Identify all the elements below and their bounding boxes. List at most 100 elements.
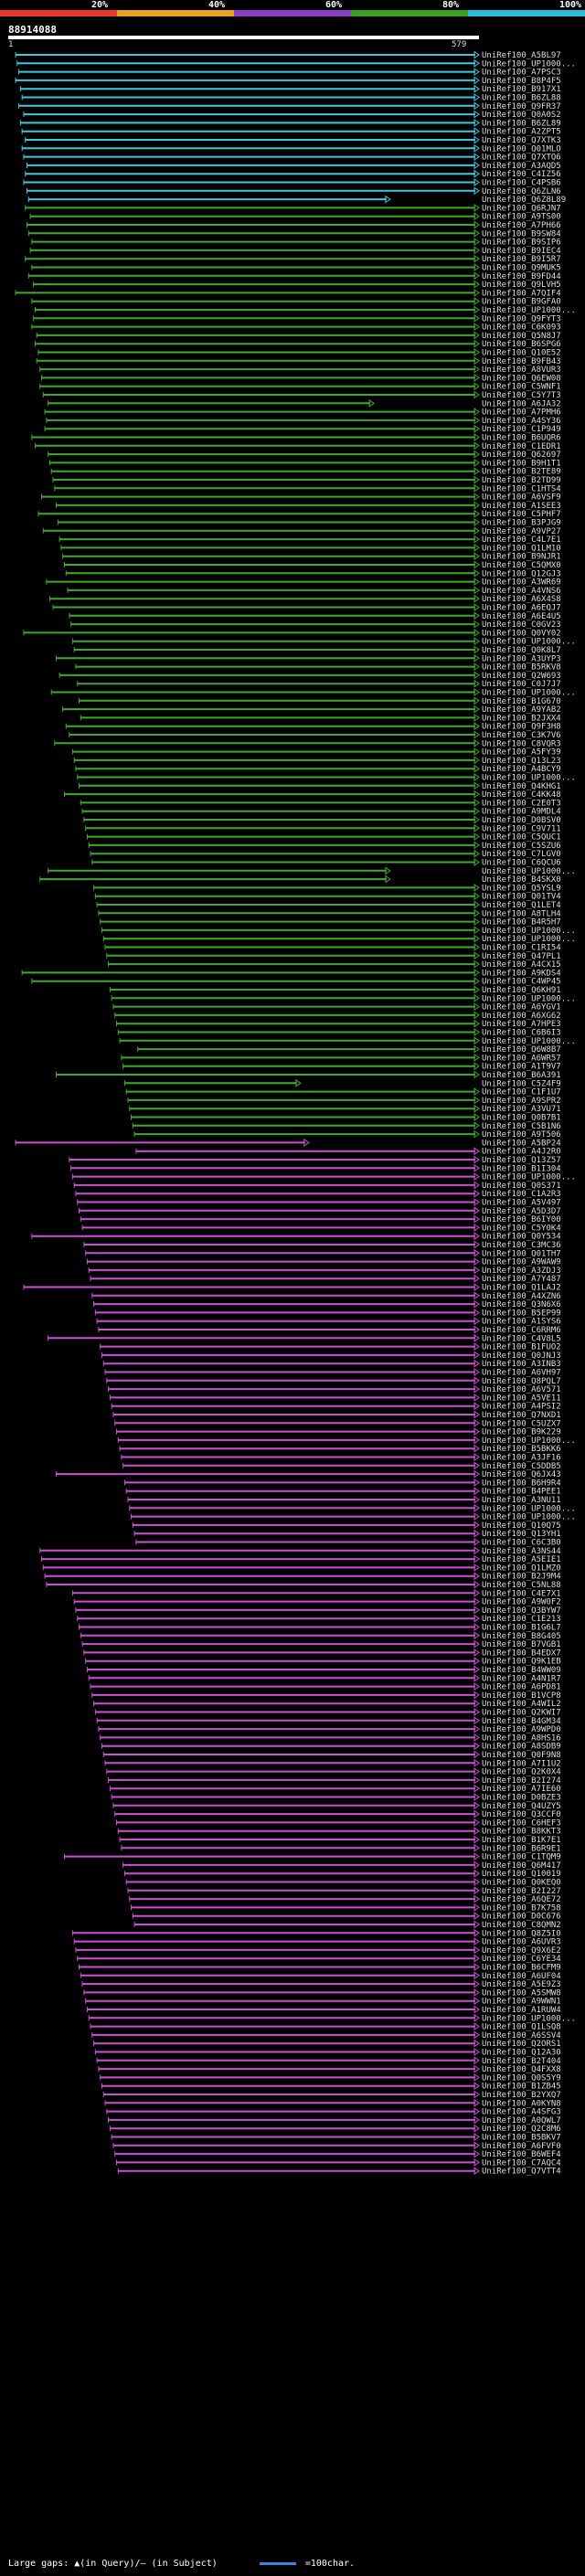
hit-row[interactable]: UniRef100_B8KKT3 xyxy=(117,1827,561,1837)
hit-row[interactable]: UniRef100_Q1LSQ8 xyxy=(90,2022,561,2032)
hit-row[interactable]: UniRef100_Q4UZY5 xyxy=(112,1801,561,1811)
hit-row[interactable]: UniRef100_B6A391 xyxy=(56,1070,561,1080)
hit-row[interactable]: UniRef100_Q0S5Y9 xyxy=(100,2072,561,2083)
hit-row[interactable]: UniRef100_A0KYN8 xyxy=(104,2098,561,2108)
hit-row[interactable]: UniRef100_A9YAB2 xyxy=(62,705,561,715)
hit-row[interactable]: UniRef100_A9SPR2 xyxy=(127,1096,561,1106)
hit-row[interactable]: UniRef100_A6FVF0 xyxy=(112,2141,561,2151)
hit-row[interactable]: UniRef100_A0QWL7 xyxy=(108,2115,561,2125)
hit-row[interactable]: UniRef100_Q4KHG1 xyxy=(79,781,561,791)
hit-row[interactable]: UniRef100_B2J9M4 xyxy=(44,1572,561,1582)
hit-row[interactable]: UniRef100_Q10019 xyxy=(123,1869,561,1879)
hit-row[interactable]: UniRef100_A5E9Z3 xyxy=(81,1979,561,1989)
hit-row[interactable]: UniRef100_B9SW84 xyxy=(27,228,561,239)
hit-row[interactable]: UniRef100_Q7VTT4 xyxy=(117,2167,561,2177)
hit-row[interactable]: UniRef100_B3PJG9 xyxy=(57,518,561,528)
hit-row[interactable]: UniRef100_UP1000... xyxy=(77,773,576,783)
hit-row[interactable]: UniRef100_C5Z4F9 xyxy=(123,1078,561,1088)
hit-row[interactable]: UniRef100_Q01TH7 xyxy=(85,1248,561,1258)
hit-row[interactable]: UniRef100_A9WPD0 xyxy=(98,1724,561,1734)
hit-row[interactable]: UniRef100_B2I274 xyxy=(108,1776,561,1786)
hit-row[interactable]: UniRef100_C8VQR3 xyxy=(54,738,561,748)
hit-row[interactable]: UniRef100_Q3BYW7 xyxy=(75,1606,561,1616)
hit-row[interactable]: UniRef100_A6X4S8 xyxy=(48,594,561,604)
hit-row[interactable]: UniRef100_Q6M417 xyxy=(122,1860,561,1871)
hit-row[interactable]: UniRef100_Q2K0X4 xyxy=(106,1767,561,1777)
hit-row[interactable]: UniRef100_B1G670 xyxy=(79,696,561,706)
hit-row[interactable]: UniRef100_Q01MLO xyxy=(21,143,561,154)
hit-row[interactable]: UniRef100_Q0A0S2 xyxy=(23,110,561,120)
hit-row[interactable]: UniRef100_B4EDX7 xyxy=(83,1648,561,1658)
hit-row[interactable]: UniRef100_C4KK48 xyxy=(63,790,561,800)
hit-row[interactable]: UniRef100_Q9MUK5 xyxy=(31,263,561,273)
hit-row[interactable]: UniRef100_B6UQR6 xyxy=(31,433,561,443)
hit-row[interactable]: UniRef100_A8HS16 xyxy=(100,1733,561,1743)
hit-row[interactable]: UniRef100_B9FB43 xyxy=(36,356,561,366)
hit-row[interactable]: UniRef100_UP1000... xyxy=(111,993,576,1003)
hit-row[interactable]: UniRef100_A6EQJ7 xyxy=(52,603,561,613)
hit-row[interactable]: UniRef100_B1I304 xyxy=(70,1163,561,1173)
hit-row[interactable]: UniRef100_Q10E52 xyxy=(37,348,561,358)
hit-row[interactable]: UniRef100_C5NL88 xyxy=(46,1580,561,1590)
hit-row[interactable]: UniRef100_B1VCP8 xyxy=(91,1691,561,1701)
hit-row[interactable]: UniRef100_B4R5H7 xyxy=(100,917,561,928)
hit-row[interactable]: UniRef100_B9IEC4 xyxy=(29,246,561,256)
hit-row[interactable]: UniRef100_A3UYP3 xyxy=(56,653,561,663)
hit-row[interactable]: UniRef100_Q4FXX8 xyxy=(98,2064,561,2074)
hit-row[interactable]: UniRef100_Q13Z57 xyxy=(69,1155,561,1165)
hit-row[interactable]: UniRef100_Q7XTQ6 xyxy=(23,153,561,163)
hit-row[interactable]: UniRef100_A4N1R7 xyxy=(88,1673,561,1683)
hit-row[interactable]: UniRef100_Q1LMZ0 xyxy=(42,1563,561,1573)
hit-row[interactable]: UniRef100_A6YGV1 xyxy=(112,1002,561,1012)
hit-row[interactable]: UniRef100_B7VGB1 xyxy=(81,1639,561,1649)
hit-row[interactable]: UniRef100_A4VNS6 xyxy=(67,586,561,596)
hit-row[interactable]: UniRef100_B9H1T1 xyxy=(48,458,561,468)
hit-row[interactable]: UniRef100_C3MC36 xyxy=(83,1240,561,1250)
hit-row[interactable]: UniRef100_C6YE34 xyxy=(77,1954,561,1964)
hit-row[interactable]: UniRef100_A4CX15 xyxy=(108,959,561,970)
hit-row[interactable]: UniRef100_D0BSV0 xyxy=(83,815,561,825)
hit-row[interactable]: UniRef100_Q6ZLN6 xyxy=(26,186,561,196)
hit-row[interactable]: UniRef100_A7QIF4 xyxy=(15,288,561,298)
hit-row[interactable]: UniRef100_B1FUO2 xyxy=(100,1342,561,1352)
hit-row[interactable]: UniRef100_B2TE89 xyxy=(50,467,561,477)
hit-row[interactable]: UniRef100_B8G405 xyxy=(80,1631,561,1641)
hit-row[interactable]: UniRef100_C5QUC1 xyxy=(86,832,561,843)
hit-row[interactable]: UniRef100_C5UZX7 xyxy=(114,1418,561,1428)
hit-row[interactable]: UniRef100_UP1000... xyxy=(129,1503,576,1513)
hit-row[interactable]: UniRef100_A5VE11 xyxy=(109,1393,561,1403)
hit-row[interactable]: UniRef100_B2I227 xyxy=(127,1886,561,1896)
hit-row[interactable]: UniRef100_A6UF04 xyxy=(80,1971,561,1981)
hit-row[interactable]: UniRef100_A9VP27 xyxy=(42,526,561,536)
hit-row[interactable]: UniRef100_Q2ORS1 xyxy=(93,2039,561,2049)
hit-row[interactable]: UniRef100_C5Y7T3 xyxy=(42,390,561,400)
hit-row[interactable]: UniRef100_C1A2R3 xyxy=(75,1189,561,1199)
hit-row[interactable]: UniRef100_Q0S371 xyxy=(73,1181,561,1191)
hit-row[interactable]: UniRef100_Q13YH1 xyxy=(133,1529,561,1539)
hit-row[interactable]: UniRef100_A1RUW4 xyxy=(86,2005,561,2015)
hit-row[interactable]: UniRef100_A3ZDJ3 xyxy=(88,1266,561,1276)
hit-row[interactable]: UniRef100_Q9LVH5 xyxy=(33,280,561,290)
hit-row[interactable]: UniRef100_UP1000... xyxy=(88,2013,576,2023)
hit-row[interactable]: UniRef100_A6V571 xyxy=(108,1384,561,1394)
hit-row[interactable]: UniRef100_C4E7X1 xyxy=(71,1588,561,1598)
hit-row[interactable]: UniRef100_A1SEE3 xyxy=(56,501,561,511)
hit-row[interactable]: UniRef100_Q5YSL9 xyxy=(93,883,561,893)
hit-row[interactable]: UniRef100_Q12GJ3 xyxy=(65,568,561,578)
hit-row[interactable]: UniRef100_Q6JX43 xyxy=(56,1469,561,1479)
hit-row[interactable]: UniRef100_B8P4F5 xyxy=(15,76,561,86)
hit-row[interactable]: UniRef100_A6XG62 xyxy=(114,1011,561,1021)
hit-row[interactable]: UniRef100_Q62697 xyxy=(48,450,561,460)
hit-row[interactable]: UniRef100_C1P949 xyxy=(44,424,561,434)
hit-row[interactable]: UniRef100_C4V8L5 xyxy=(48,1333,561,1343)
hit-row[interactable]: UniRef100_C5PHF7 xyxy=(37,509,561,519)
hit-row[interactable]: UniRef100_B9GFA0 xyxy=(31,297,561,307)
hit-row[interactable]: UniRef100_C2E0T3 xyxy=(80,798,561,808)
hit-row[interactable]: UniRef100_Q0K8L7 xyxy=(73,645,561,655)
hit-row[interactable]: UniRef100_A7PMH6 xyxy=(44,408,561,418)
hit-row[interactable]: UniRef100_Q8Z5I0 xyxy=(71,1928,561,1938)
hit-row[interactable]: UniRef100_A4PSI2 xyxy=(111,1402,561,1412)
hit-row[interactable]: UniRef100_B6R9E1 xyxy=(121,1843,561,1853)
hit-row[interactable]: UniRef100_A5EIE1 xyxy=(41,1554,561,1564)
hit-row[interactable]: UniRef100_A3NS44 xyxy=(39,1546,561,1556)
